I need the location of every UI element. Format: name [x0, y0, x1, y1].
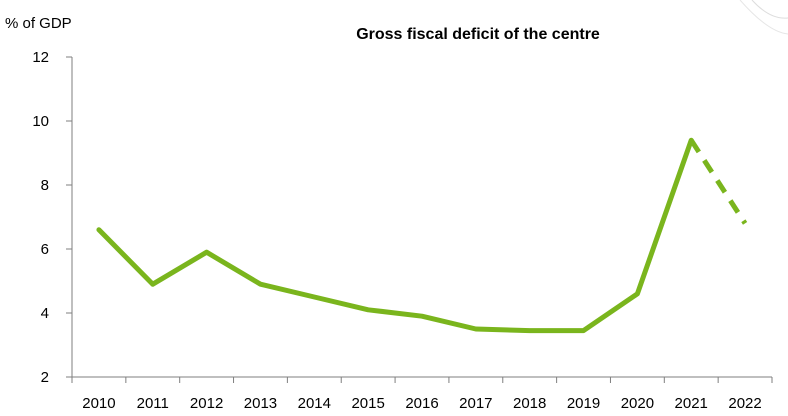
- decorative-arcs: [739, 0, 788, 35]
- x-tick-label: 2022: [728, 395, 761, 412]
- y-tick-label: 12: [32, 49, 49, 66]
- axes: [71, 57, 772, 378]
- x-tick-label: 2019: [567, 395, 600, 412]
- x-tick-label: 2012: [190, 395, 223, 412]
- y-tick-label: 6: [41, 241, 49, 258]
- x-tick-label: 2017: [459, 395, 492, 412]
- y-tick-label: 4: [41, 305, 49, 322]
- x-tick-label: 2010: [82, 395, 115, 412]
- x-tick-label: 2011: [137, 395, 169, 412]
- x-tick-label: 2014: [298, 395, 331, 412]
- x-tick-label: 2013: [244, 395, 277, 412]
- x-tick-label: 2018: [513, 395, 546, 412]
- x-axis: 2010 2011 2012 2013 2014 2015 2016 2017 2018 2019…: [71, 377, 773, 412]
- x-tick-label: 2020: [621, 395, 654, 412]
- chart-title: Gross fiscal deficit of the centre: [356, 26, 600, 43]
- y-tick-label: 8: [41, 177, 49, 194]
- data-series: [96, 137, 748, 334]
- x-tick-label: 2021: [675, 395, 708, 412]
- y-tick-label: 10: [32, 113, 49, 130]
- y-tick-label: 2: [41, 369, 49, 386]
- x-tick-label: 2016: [405, 395, 438, 412]
- series-line-actual: [96, 137, 694, 334]
- x-tick-label: 2015: [351, 395, 384, 412]
- series-line-estimate: [689, 138, 748, 225]
- y-axis: 2 4 6 8 10 12: [32, 49, 72, 386]
- y-axis-unit-label: % of GDP: [5, 15, 72, 32]
